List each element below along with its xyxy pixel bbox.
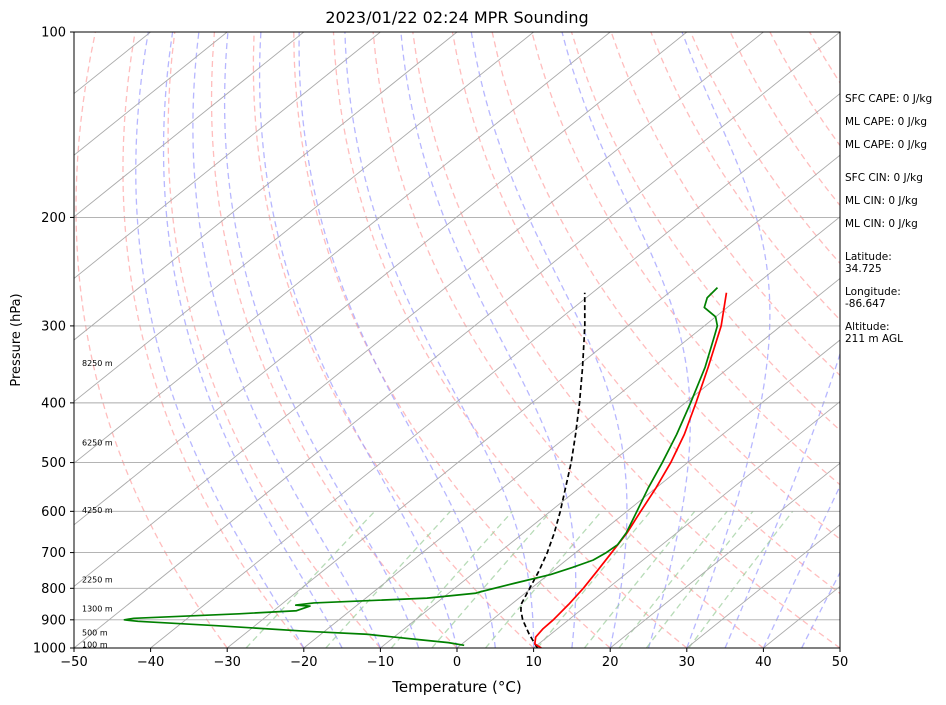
dry-adiabat xyxy=(167,32,381,648)
isotherm xyxy=(303,216,840,648)
isotherm xyxy=(74,32,611,464)
x-tick-label: 30 xyxy=(679,655,696,670)
sounding-parameter: SFC CAPE: 0 J/kg xyxy=(845,93,933,105)
moist-adiabat xyxy=(162,32,343,648)
y-tick-label: 200 xyxy=(41,211,66,226)
moist-adiabat xyxy=(298,32,496,648)
y-tick-label: 300 xyxy=(41,319,66,334)
isotherm xyxy=(74,32,534,403)
mixing-ratio-line xyxy=(583,510,696,648)
dry-adiabat xyxy=(610,32,840,377)
x-axis-label: Temperature (°C) xyxy=(391,678,521,696)
x-tick-label: 50 xyxy=(832,655,849,670)
height-label: 100 m xyxy=(82,640,108,649)
moist-adiabat xyxy=(344,32,535,648)
dry-adiabat xyxy=(372,32,764,648)
isotherm xyxy=(456,339,840,648)
moist-adiabat xyxy=(223,32,420,648)
sounding-parameter: ML CIN: 0 J/kg xyxy=(845,195,918,207)
isotherm xyxy=(150,93,840,648)
y-tick-label: 800 xyxy=(41,582,66,597)
dry-adiabat xyxy=(75,32,228,648)
x-tick-label: 0 xyxy=(453,655,461,670)
y-tick-label: 1000 xyxy=(33,642,66,657)
x-tick-label: −50 xyxy=(60,655,87,670)
x-tick-label: 20 xyxy=(602,655,619,670)
dry-adiabat xyxy=(210,32,458,648)
mixing-ratio-line xyxy=(688,510,794,648)
isotherm xyxy=(686,524,840,648)
isotherm xyxy=(74,32,305,218)
mixing-ratio-line xyxy=(431,510,552,648)
x-tick-label: 40 xyxy=(755,655,772,670)
x-tick-label: −30 xyxy=(213,655,240,670)
moist-adiabat xyxy=(561,32,691,648)
y-tick-label: 700 xyxy=(41,546,66,561)
x-tick-label: −20 xyxy=(290,655,317,670)
dry-adiabat xyxy=(929,32,946,648)
dry-adiabat xyxy=(650,32,840,321)
moist-adiabat xyxy=(400,32,577,648)
mixing-ratio-line xyxy=(390,510,513,648)
moist-adiabat xyxy=(258,32,458,648)
sounding-parameter: Altitude: 211 m AGL xyxy=(845,321,903,345)
y-tick-label: 100 xyxy=(41,26,66,41)
x-tick-label: −10 xyxy=(367,655,394,670)
y-tick-label: 400 xyxy=(41,396,66,411)
isotherm xyxy=(74,32,840,648)
x-tick-label: 10 xyxy=(525,655,542,670)
y-tick-label: 500 xyxy=(41,456,66,471)
isotherm xyxy=(74,32,688,526)
plot-area xyxy=(74,32,946,648)
sounding-parameter: ML CIN: 0 J/kg xyxy=(845,218,918,230)
mixing-ratio-line xyxy=(245,510,376,648)
chart-title: 2023/01/22 02:24 MPR Sounding xyxy=(325,8,589,27)
y-tick-label: 600 xyxy=(41,505,66,520)
sounding-parameter: ML CAPE: 0 J/kg xyxy=(845,139,928,151)
height-label: 500 m xyxy=(82,628,108,637)
dry-adiabat xyxy=(293,32,611,648)
height-label: 1300 m xyxy=(82,605,113,614)
dry-adiabat xyxy=(252,32,535,648)
mixing-ratio-line xyxy=(537,510,651,648)
moist-adiabat xyxy=(681,32,771,648)
isotherm xyxy=(380,277,840,648)
isotherm xyxy=(74,32,381,279)
dry-adiabat xyxy=(332,32,688,648)
dry-adiabat xyxy=(451,32,840,595)
x-tick-label: −40 xyxy=(137,655,164,670)
height-label: 4250 m xyxy=(82,506,113,515)
isotherm xyxy=(74,32,458,341)
sounding-parameter: SFC CIN: 0 J/kg xyxy=(845,172,923,184)
dry-adiabat xyxy=(412,32,840,648)
y-tick-label: 900 xyxy=(41,613,66,628)
height-label: 8250 m xyxy=(82,359,113,368)
dewpoint-line xyxy=(123,287,719,647)
mixing-ratio-line xyxy=(485,510,602,648)
isotherm xyxy=(609,462,840,648)
dry-adiabat xyxy=(570,32,840,432)
sounding-parameter: ML CAPE: 0 J/kg xyxy=(845,116,928,128)
sounding-parameter: Latitude: 34.725 xyxy=(845,251,892,275)
dry-adiabat xyxy=(122,32,305,648)
moist-adiabat xyxy=(192,32,381,648)
isotherm xyxy=(74,32,764,587)
height-label: 2250 m xyxy=(82,575,113,584)
isotherm xyxy=(226,154,840,648)
sounding-parameter: Longitude: -86.647 xyxy=(845,286,901,310)
isotherm xyxy=(74,32,228,156)
moist-adiabat xyxy=(724,32,840,648)
isotherm xyxy=(533,401,840,648)
height-label: 6250 m xyxy=(82,439,113,448)
y-axis-label: Pressure (hPa) xyxy=(9,293,24,386)
moist-adiabat xyxy=(135,32,305,648)
